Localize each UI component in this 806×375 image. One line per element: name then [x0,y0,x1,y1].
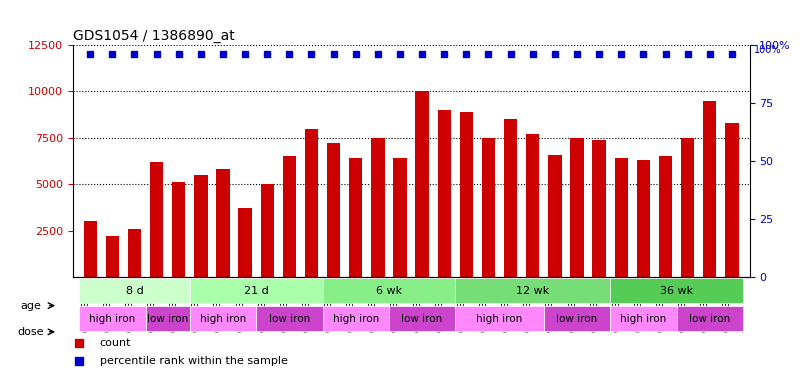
Text: high iron: high iron [621,314,667,324]
Bar [571,138,584,277]
Bar [438,110,451,277]
Text: 100%: 100% [754,45,781,55]
Bar [84,221,97,277]
Bar [703,100,717,277]
FancyBboxPatch shape [455,306,544,331]
Bar [216,170,230,277]
Bar [681,138,694,277]
Text: GDS1054 / 1386890_at: GDS1054 / 1386890_at [73,28,235,43]
FancyBboxPatch shape [256,306,322,331]
Bar [239,209,251,277]
FancyBboxPatch shape [79,306,146,331]
Text: high iron: high iron [200,314,246,324]
Bar [725,123,738,277]
Bar [415,92,429,277]
Bar [106,236,119,277]
Text: 6 wk: 6 wk [376,286,402,296]
FancyBboxPatch shape [676,306,743,331]
Bar [372,138,384,277]
Bar [615,158,628,277]
Bar [194,175,207,277]
Text: 8 d: 8 d [126,286,143,296]
FancyBboxPatch shape [322,306,389,331]
Bar [305,129,318,277]
Text: low iron: low iron [556,314,597,324]
Bar [393,158,407,277]
Text: 36 wk: 36 wk [660,286,693,296]
FancyBboxPatch shape [146,306,189,331]
Bar [349,158,363,277]
Bar [172,182,185,277]
FancyBboxPatch shape [455,278,610,303]
Bar [327,143,340,277]
FancyBboxPatch shape [189,278,322,303]
Text: 21 d: 21 d [243,286,268,296]
FancyBboxPatch shape [389,306,455,331]
Text: dose: dose [18,327,44,337]
Text: high iron: high iron [333,314,379,324]
FancyBboxPatch shape [79,278,189,303]
FancyBboxPatch shape [544,306,610,331]
Text: low iron: low iron [268,314,310,324]
FancyBboxPatch shape [322,278,455,303]
Bar [526,134,539,277]
FancyBboxPatch shape [610,278,743,303]
FancyBboxPatch shape [189,306,256,331]
Text: 12 wk: 12 wk [516,286,550,296]
Bar [459,112,473,277]
FancyBboxPatch shape [610,306,676,331]
Text: age: age [20,301,41,310]
Text: low iron: low iron [147,314,189,324]
Text: high iron: high iron [476,314,522,324]
Text: count: count [100,338,131,348]
Bar [504,119,517,277]
Text: low iron: low iron [401,314,442,324]
Bar [150,162,164,277]
Bar [260,184,274,277]
Bar [659,156,672,277]
Bar [637,160,650,277]
Text: high iron: high iron [89,314,135,324]
Bar [548,154,562,277]
Bar [283,156,296,277]
Text: low iron: low iron [689,314,730,324]
Text: percentile rank within the sample: percentile rank within the sample [100,356,288,366]
Bar [482,138,495,277]
Bar [592,140,606,277]
Bar [128,229,141,277]
